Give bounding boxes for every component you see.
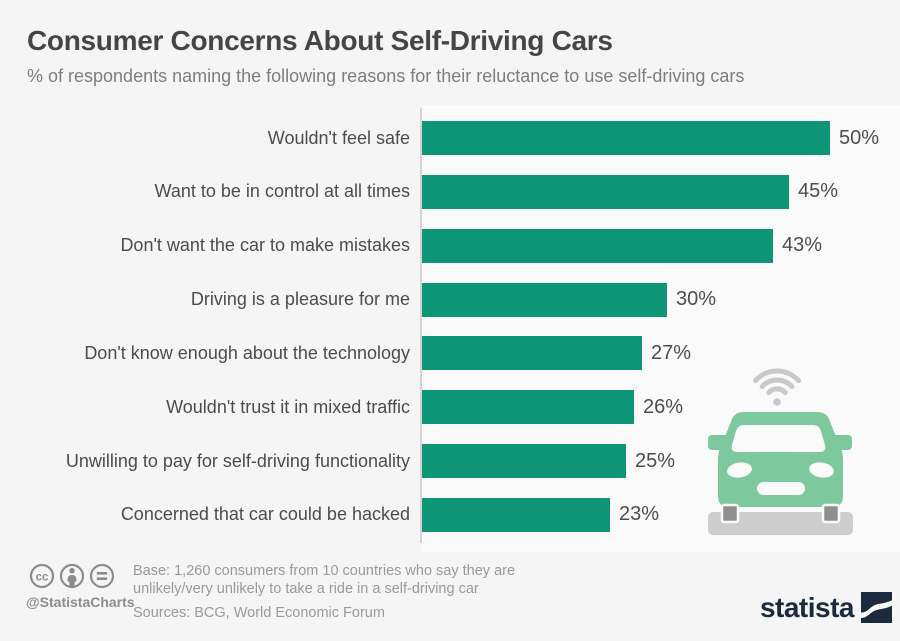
- attribution-person-icon: [59, 563, 85, 589]
- bar: [422, 390, 634, 425]
- chart-row: Don't know enough about the technology 2…: [0, 336, 900, 371]
- value-label: 43%: [782, 234, 823, 257]
- base-line-1: Base: 1,260 consumers from 10 countries …: [133, 563, 516, 579]
- header: Consumer Concerns About Self-Driving Car…: [27, 24, 887, 87]
- bar-chart: Wouldn't feel safe 50% Want to be in con…: [0, 121, 900, 532]
- wheel-right: [821, 503, 841, 524]
- value-label: 26%: [643, 395, 684, 418]
- windshield: [731, 425, 826, 452]
- chart-row: Don't want the car to make mistakes 43%: [0, 228, 900, 263]
- headlight-left: [727, 462, 752, 478]
- wifi-signal-icon: [753, 368, 801, 396]
- svg-text:cc: cc: [36, 571, 49, 583]
- bar: [422, 121, 830, 155]
- page-title: Consumer Concerns About Self-Driving Car…: [27, 25, 613, 56]
- statista-logo-icon: [861, 592, 892, 623]
- page-subtitle: % of respondents naming the following re…: [27, 66, 745, 86]
- category-label: Wouldn't trust it in mixed traffic: [166, 396, 410, 417]
- road: [708, 512, 853, 535]
- base-line-2: unlikely/very unlikely to take a ride in…: [133, 581, 479, 597]
- axis-line: [420, 108, 422, 543]
- self-driving-car-icon: [695, 358, 895, 545]
- statista-logo: statista: [760, 592, 892, 623]
- license-icons: cc: [28, 562, 116, 595]
- wifi-dot: [773, 398, 781, 406]
- category-label: Driving is a pleasure for me: [190, 289, 410, 310]
- headlight-right: [809, 462, 834, 478]
- chart-row: Unwilling to pay for self-driving functi…: [0, 444, 900, 479]
- statista-charts-handle: @StatistaCharts: [26, 594, 135, 610]
- sources-line: Sources: BCG, World Economic Forum: [133, 605, 385, 621]
- chart-row: Wouldn't trust it in mixed traffic 26%: [0, 390, 900, 425]
- category-label: Don't want the car to make mistakes: [120, 235, 410, 256]
- cc-icon: cc: [29, 563, 55, 589]
- value-label: 27%: [651, 341, 692, 364]
- bar: [422, 336, 642, 371]
- value-label: 25%: [635, 449, 676, 472]
- chart-row: Wouldn't feel safe 50%: [0, 121, 900, 155]
- equals-no-derivatives-icon: [89, 563, 115, 589]
- category-label: Don't know enough about the technology: [84, 342, 410, 363]
- bar: [422, 444, 626, 479]
- category-label: Wouldn't feel safe: [267, 127, 410, 148]
- car-body: [708, 412, 852, 507]
- bar: [422, 228, 773, 263]
- bar: [422, 282, 667, 317]
- value-label: 45%: [798, 180, 839, 203]
- chart-row: Driving is a pleasure for me 30%: [0, 282, 900, 317]
- grille: [757, 482, 805, 495]
- category-label: Unwilling to pay for self-driving functi…: [65, 450, 410, 471]
- value-label: 50%: [839, 126, 880, 149]
- statista-wordmark: statista: [759, 592, 855, 623]
- chart-row: Want to be in control at all times 45%: [0, 174, 900, 209]
- bar: [422, 174, 789, 209]
- wheel-left: [720, 503, 740, 524]
- value-label: 30%: [676, 288, 717, 311]
- chart-row: Concerned that car could be hacked 23%: [0, 497, 900, 532]
- bar: [422, 497, 610, 532]
- category-label: Concerned that car could be hacked: [120, 504, 410, 525]
- value-label: 23%: [619, 503, 660, 526]
- footnote: Base: 1,260 consumers from 10 countries …: [133, 562, 515, 622]
- category-label: Want to be in control at all times: [154, 181, 410, 202]
